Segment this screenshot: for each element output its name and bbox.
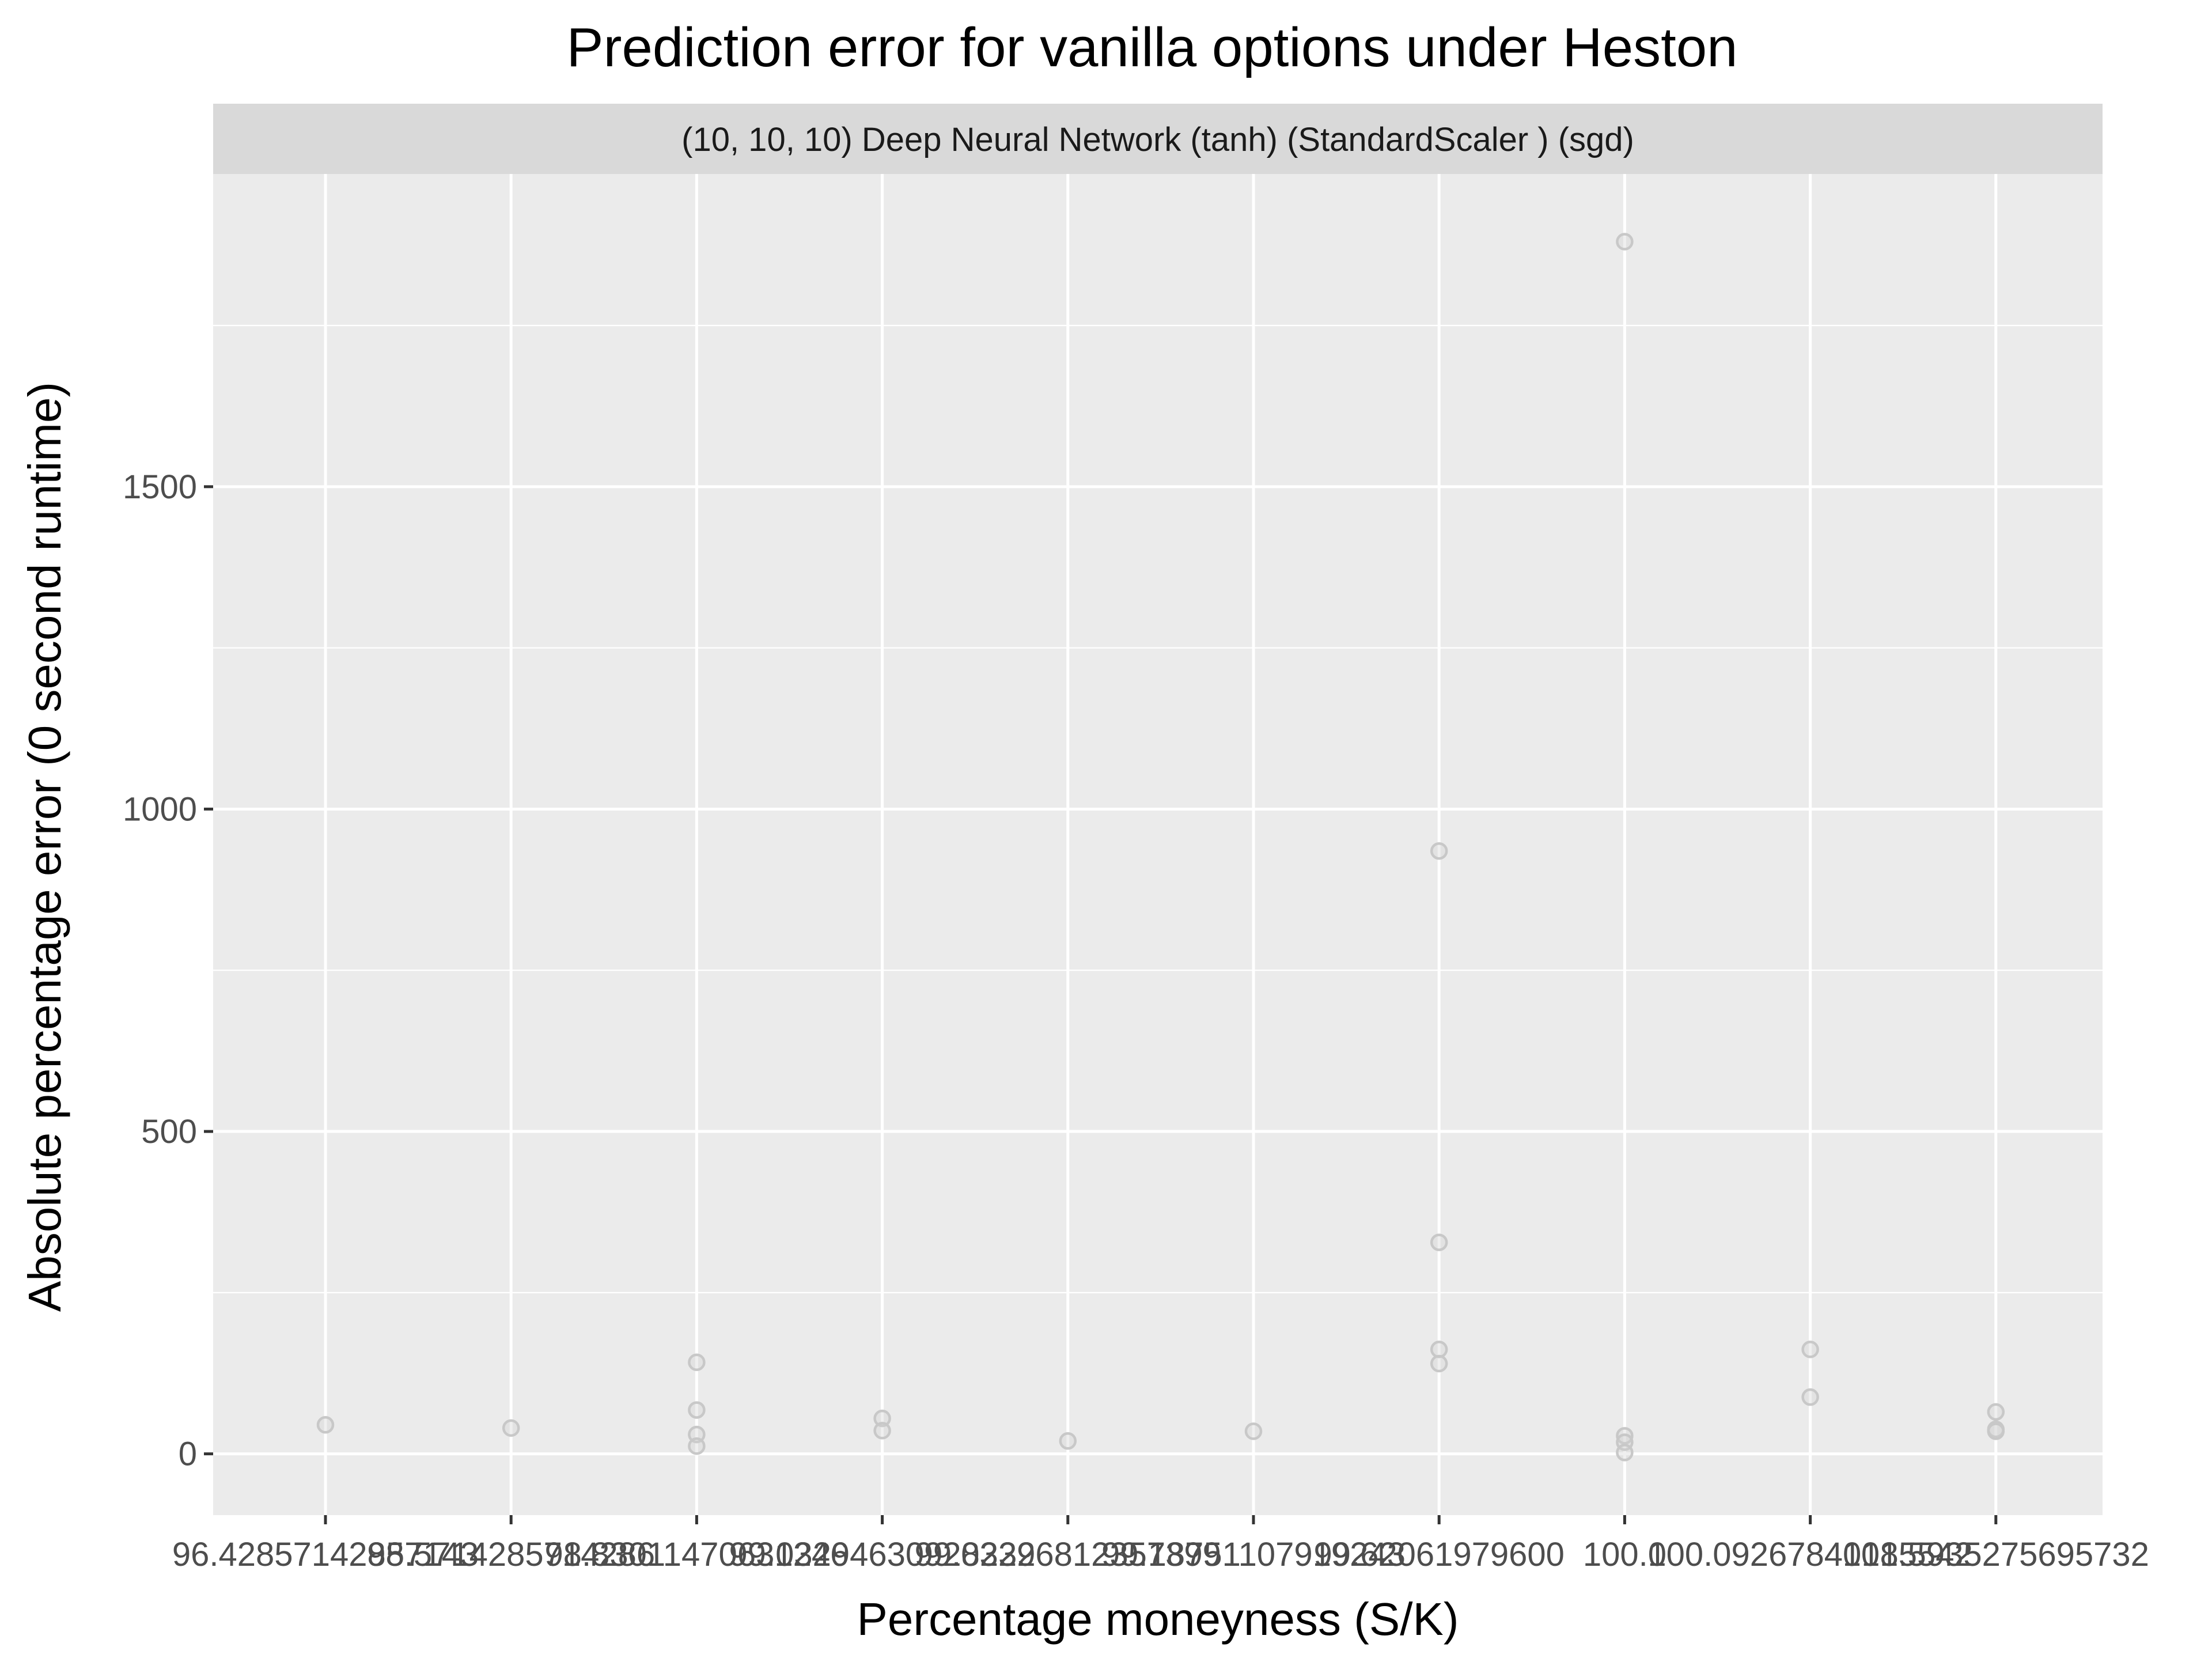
data-point xyxy=(1430,842,1448,860)
x-tick-label: 99.62061979600 xyxy=(1313,1536,1564,1573)
x-tick-label: 100.0 xyxy=(1583,1536,1666,1573)
data-point xyxy=(688,1437,706,1455)
data-point xyxy=(1430,1354,1448,1373)
y-tick-label: 0 xyxy=(179,1436,197,1473)
plot-panel xyxy=(213,174,2103,1515)
x-axis-title: Percentage moneyness (S/K) xyxy=(857,1593,1459,1645)
data-point xyxy=(1059,1432,1077,1450)
data-point xyxy=(1430,1233,1448,1251)
data-point xyxy=(688,1401,706,1419)
y-tick-label: 1500 xyxy=(123,468,197,506)
data-point xyxy=(1616,1444,1634,1462)
data-point xyxy=(873,1409,891,1428)
x-tick-label: 96.42857142857143 xyxy=(172,1536,479,1573)
data-point xyxy=(1987,1422,2005,1440)
facet-strip xyxy=(213,104,2103,174)
data-point xyxy=(1430,1341,1448,1358)
x-tick-label: 101.5935275695732 xyxy=(1843,1536,2149,1573)
data-point xyxy=(1244,1422,1263,1440)
x-tick-label: 98.83011470631246 xyxy=(544,1536,849,1573)
x-tick-label: 98.5714285714286 xyxy=(367,1536,655,1573)
x-axis: 96.4285714285714398.571428571428698.8301… xyxy=(172,1515,2149,1573)
x-tick-label: 99.03296812357399 xyxy=(915,1536,1221,1573)
data-point xyxy=(873,1422,891,1440)
y-axis: 0 500 1000 1500 xyxy=(123,468,213,1473)
x-tick-label: 99.03294630928232 xyxy=(729,1536,1035,1573)
y-tick-label: 1000 xyxy=(123,790,197,828)
x-tick-label: 100.09267840185542 xyxy=(1647,1536,1972,1573)
chart-title: Prediction error for vanilla options und… xyxy=(566,17,1737,78)
data-point xyxy=(502,1419,520,1437)
data-point xyxy=(1616,233,1634,251)
data-point xyxy=(688,1353,706,1371)
data-points xyxy=(316,233,2005,1462)
data-point xyxy=(1987,1403,2005,1421)
x-tick-label: 99.18751107919243 xyxy=(1101,1536,1406,1573)
minor-gridlines xyxy=(213,324,2103,1293)
data-point xyxy=(316,1416,335,1434)
y-axis-title: Absolute percentage error (0 second runt… xyxy=(19,382,70,1312)
facet-label: (10, 10, 10) Deep Neural Network (tanh) … xyxy=(681,121,1634,158)
data-point xyxy=(1801,1341,1819,1358)
y-tick-label: 500 xyxy=(141,1113,197,1150)
data-point xyxy=(1801,1388,1819,1406)
